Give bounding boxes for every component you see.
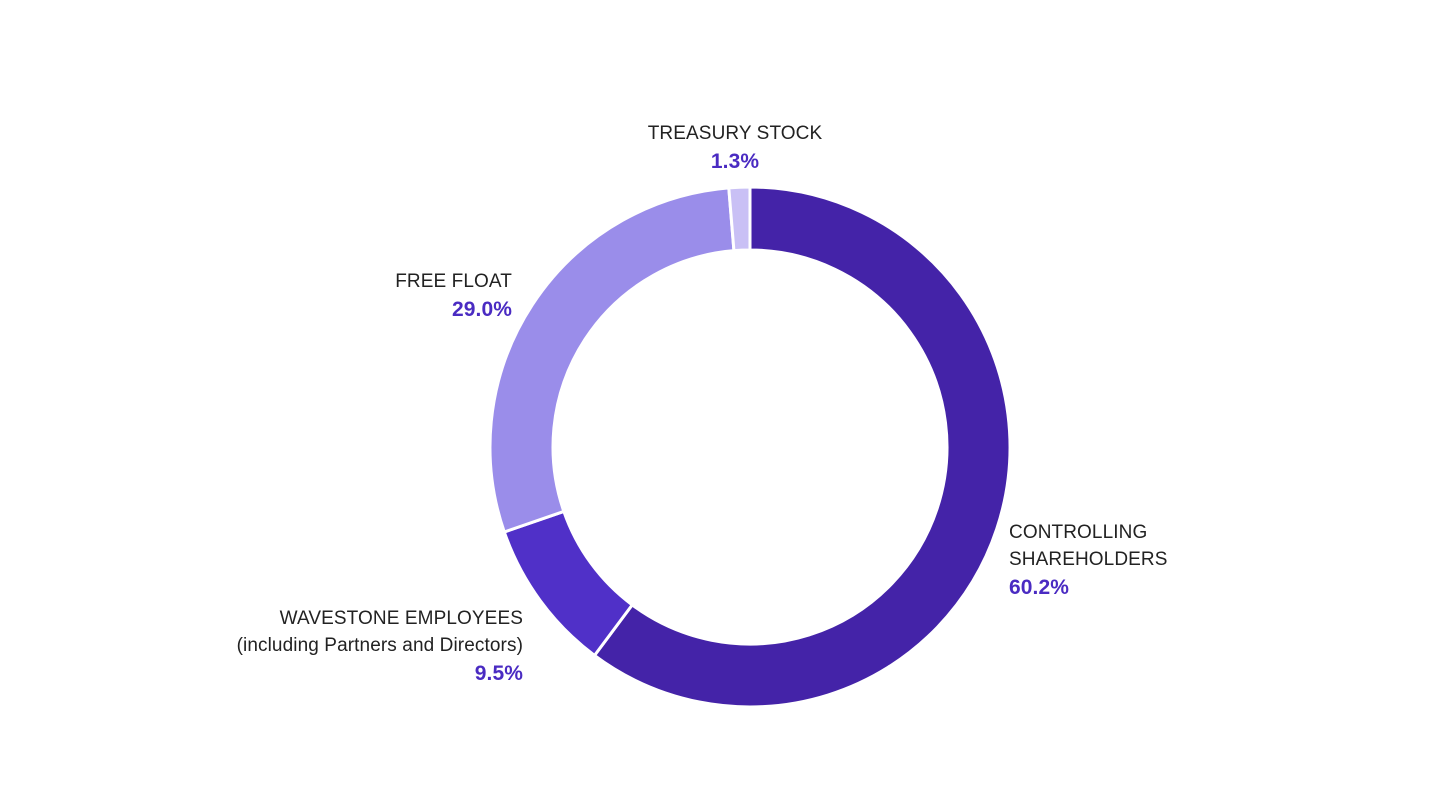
label-wavestone-employees: WAVESTONE EMPLOYEES (including Partners … — [237, 605, 523, 689]
slice-free-float — [488, 186, 736, 534]
slice-name-controlling-shareholders: CONTROLLING SHAREHOLDERS — [1009, 522, 1168, 570]
donut-slices — [488, 185, 1012, 709]
slice-name-free-float: FREE FLOAT — [395, 271, 512, 292]
slice-value-controlling-shareholders: 60.2% — [1009, 576, 1070, 599]
slice-value-treasury-stock: 1.3% — [710, 150, 760, 173]
label-free-float: FREE FLOAT 29.0% — [395, 268, 512, 325]
label-controlling-shareholders: CONTROLLING SHAREHOLDERS 60.2% — [1009, 519, 1168, 603]
slice-value-free-float: 29.0% — [451, 298, 512, 321]
slice-value-wavestone-employees: 9.5% — [474, 662, 523, 685]
slice-treasury-stock — [727, 185, 752, 253]
slice-controlling — [593, 185, 1012, 709]
label-treasury-stock: TREASURY STOCK 1.3% — [635, 120, 835, 177]
slice-name-wavestone-employees: WAVESTONE EMPLOYEES (including Partners … — [236, 608, 523, 656]
slice-name-treasury-stock: TREASURY STOCK — [647, 123, 823, 144]
